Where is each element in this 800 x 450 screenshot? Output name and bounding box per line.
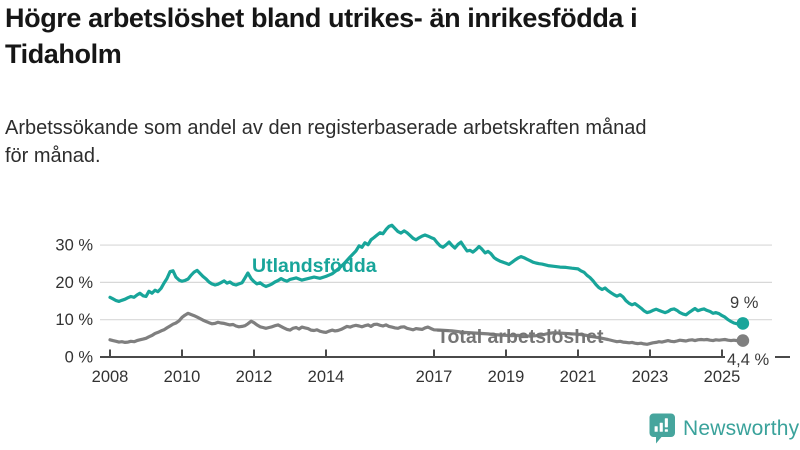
- x-axis-label-2025: 2025: [704, 368, 741, 386]
- x-axis-label-2023: 2023: [632, 368, 669, 386]
- end-label-mask: [725, 349, 775, 366]
- page-title: Högre arbetslöshet bland utrikes- än inr…: [5, 3, 638, 69]
- x-axis-label-2019: 2019: [488, 368, 525, 386]
- y-axis-label-10: 10 %: [55, 311, 93, 329]
- end-value-label-utlandsfodda: 9 %: [730, 294, 759, 312]
- y-axis-label-30: 30 %: [55, 237, 93, 255]
- x-axis-label-2021: 2021: [560, 368, 597, 386]
- series-end-dot-total: [736, 334, 750, 347]
- page-subtitle: Arbetssökande som andel av den registerb…: [5, 117, 647, 168]
- x-axis-label-2014: 2014: [308, 368, 345, 386]
- x-axis-label-2017: 2017: [416, 368, 453, 386]
- y-axis-label-20: 20 %: [55, 274, 93, 292]
- x-axis-label-2010: 2010: [164, 368, 201, 386]
- series-end-dot-utlandsfodda: [736, 317, 750, 330]
- series-label-utlandsfodda: Utlandsfödda: [252, 255, 377, 277]
- newsworthy-logo: Newsworthy: [649, 413, 799, 444]
- series-line-total: [108, 311, 745, 346]
- series-label-total: Total arbetslöshet: [437, 326, 604, 348]
- series-line-utlandsfodda: [108, 223, 745, 326]
- x-axis-label-2012: 2012: [236, 368, 273, 386]
- line-chart: 0 % 10 % 20 % 30 % 2008 2010 2012 2014 2017 2019 2…: [55, 223, 790, 386]
- end-value-label-total: 4,4 %: [727, 351, 770, 369]
- y-axis-label-0: 0 %: [65, 349, 94, 367]
- newsworthy-wordmark: Newsworthy: [683, 416, 800, 440]
- newsworthy-chart-bubble-icon: [649, 413, 676, 444]
- x-axis-label-2008: 2008: [92, 368, 129, 386]
